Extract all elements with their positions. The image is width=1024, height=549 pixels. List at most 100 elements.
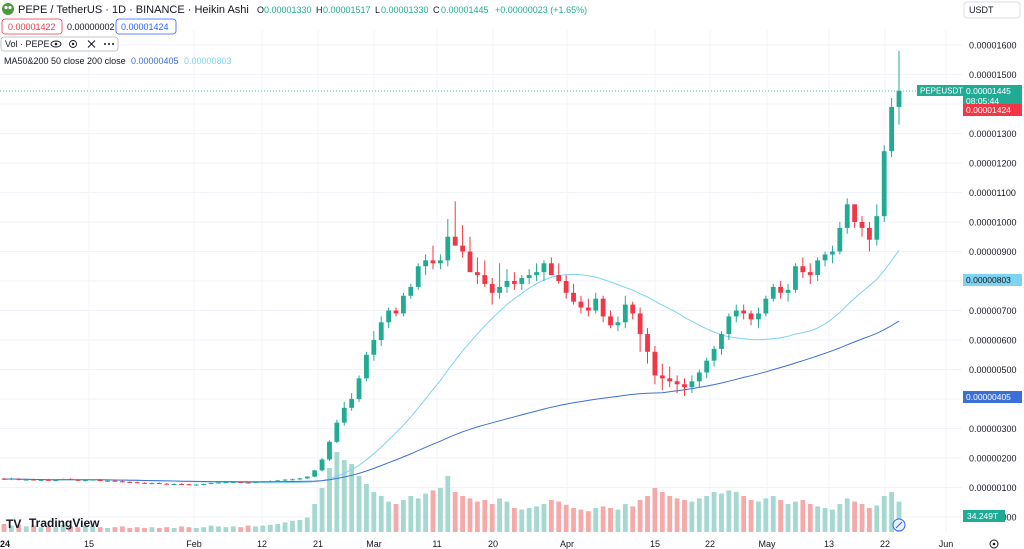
volume-bar xyxy=(216,526,221,532)
volume-bar xyxy=(563,504,569,532)
spread-value: 0.00000002 xyxy=(67,22,115,32)
volume-bar xyxy=(689,501,695,532)
candle xyxy=(726,313,732,340)
volume-bar xyxy=(474,501,480,532)
candle xyxy=(837,222,843,255)
volume-bar xyxy=(608,508,613,532)
volume-bar xyxy=(859,504,865,532)
volume-bar xyxy=(867,508,872,532)
volume-bar xyxy=(445,476,451,532)
volume-bar xyxy=(423,493,429,532)
candle xyxy=(548,257,554,276)
candle xyxy=(334,419,340,444)
candle xyxy=(852,204,858,228)
volume-bar xyxy=(97,527,103,532)
candle xyxy=(830,245,835,264)
volume-legend[interactable] xyxy=(0,36,119,52)
volume-bar xyxy=(134,527,140,532)
candle xyxy=(526,269,532,284)
candle xyxy=(282,479,288,482)
volume-bar xyxy=(719,493,724,532)
candle xyxy=(541,260,547,281)
candle xyxy=(497,263,502,299)
date-tick-label: 20 xyxy=(488,539,498,549)
candle xyxy=(82,479,88,482)
volume-bar xyxy=(711,492,717,532)
volume-bar xyxy=(16,524,22,532)
close-label: C xyxy=(433,5,440,15)
volume-bar xyxy=(800,500,806,532)
volume-bar xyxy=(896,501,902,532)
price-tick-label: 0.00001000 xyxy=(969,218,1017,228)
close-icon[interactable] xyxy=(87,40,96,48)
volume-bar xyxy=(770,496,776,532)
ma-long-line xyxy=(3,320,900,483)
volume-bar xyxy=(593,508,599,532)
candle xyxy=(31,478,36,481)
buy-button[interactable] xyxy=(115,18,177,35)
open-label: O xyxy=(257,5,264,15)
volume-bar xyxy=(741,496,747,532)
volume-bar xyxy=(682,500,687,532)
volume-bar xyxy=(53,527,59,532)
volume-bar xyxy=(844,498,850,532)
volume-bar xyxy=(541,504,547,532)
volume-bar xyxy=(497,498,502,532)
volume-bar xyxy=(622,504,628,532)
price-tick-label: 0.00001200 xyxy=(969,159,1017,169)
symbol-title[interactable]: PEPE / TetherUS · 1D · BINANCE · Heikin … xyxy=(18,4,249,16)
candle xyxy=(364,351,369,382)
volume-bar xyxy=(489,504,495,532)
volume-bar xyxy=(193,528,199,532)
volume-bar xyxy=(31,525,36,532)
settings-icon[interactable] xyxy=(69,40,77,48)
volume-bar xyxy=(408,496,414,532)
volume-bar xyxy=(82,525,88,532)
sell-button[interactable] xyxy=(1,18,63,35)
date-tick-label: Apr xyxy=(560,539,574,549)
price-tick-label: 0.00000300 xyxy=(969,424,1017,434)
date-tick-label: 22 xyxy=(880,539,890,549)
time-axis[interactable]: 15 Feb 12 21 Mar 11 20 Apr 15 22 May 13 22 Jun xyxy=(84,539,953,549)
candle xyxy=(719,331,724,355)
volume-bar xyxy=(748,500,754,532)
currency-button[interactable] xyxy=(963,1,1021,19)
more-icon[interactable] xyxy=(104,43,114,45)
volume-bar xyxy=(889,492,895,532)
candle xyxy=(16,478,22,481)
volume-bar xyxy=(401,500,406,532)
eye-icon[interactable] xyxy=(50,40,62,48)
compass-icon[interactable] xyxy=(892,518,906,532)
candle xyxy=(504,269,510,293)
tradingview-logo[interactable]: TV TradingView xyxy=(6,516,100,531)
candle xyxy=(408,283,414,299)
volume-bar xyxy=(807,504,813,532)
volume-bar xyxy=(68,526,73,532)
candle xyxy=(179,483,184,485)
symbol-price-tag xyxy=(917,85,963,96)
candle xyxy=(652,345,658,385)
candle xyxy=(97,478,103,482)
ma-legend-label[interactable]: MA50&200 50 close 200 close xyxy=(4,56,126,66)
high-label: H xyxy=(316,5,323,15)
volume-bar xyxy=(23,526,29,532)
volume-bar xyxy=(378,496,384,532)
volume-bar xyxy=(105,528,110,532)
candle xyxy=(511,272,517,290)
candle xyxy=(216,482,221,484)
high-value: 0.00001517 xyxy=(323,5,371,15)
volume-bar xyxy=(556,501,562,532)
volume-bar xyxy=(312,504,318,532)
candle xyxy=(696,369,702,388)
volume-bar xyxy=(630,506,636,532)
volume-bar xyxy=(60,524,66,532)
ma-short-line xyxy=(3,250,900,484)
last-price-tag xyxy=(963,85,1022,107)
volume-bar xyxy=(149,527,155,532)
candle xyxy=(386,307,392,329)
date-tick-label: Feb xyxy=(186,539,202,549)
date-tick-label: 12 xyxy=(257,539,267,549)
settings-gear-icon[interactable] xyxy=(989,539,999,549)
price-tick-label: 0.00000500 xyxy=(969,365,1017,375)
